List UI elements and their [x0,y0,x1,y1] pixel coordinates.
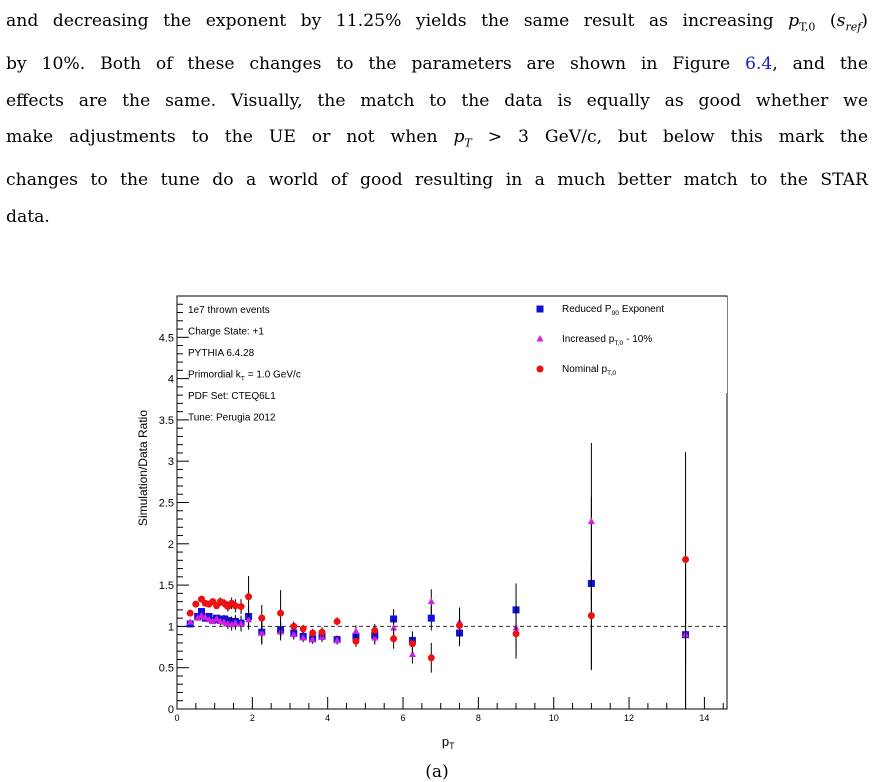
data-point [408,640,416,648]
math-pt-threshold: pT > 3 GeV/c [453,127,597,150]
paragraph-line-5: changes to the tune do a world of good r… [6,170,868,191]
y-tick-label: 4 [168,374,174,386]
info-line: PDF Set: CTEQ6L1 [188,391,276,402]
legend-box [528,297,727,393]
legend-label: Nominal pT,0​ [562,364,616,377]
data-point [186,618,194,625]
y-tick-label: 0.5 [159,663,174,675]
paragraph-line-4: make adjustments to the UE or not when p… [6,127,869,150]
y-tick-label: 4.5 [159,332,174,344]
data-point [427,654,435,662]
data-point [352,637,360,645]
x-tick-label: 6 [401,713,406,723]
data-point [197,611,205,619]
x-axis: 0 2 4 6 8 10 12 14 pT​ [174,697,724,751]
legend: Reduced P90​ Exponent Increased pT,0​ - 1… [528,297,727,393]
y-tick-label: 3.5 [159,415,174,427]
data-point [587,612,595,620]
data-point [427,614,435,622]
data-point [192,600,200,608]
data-point [228,620,236,628]
paragraph-line-3: effects are the same. Visually, the matc… [6,90,868,111]
data-point [237,619,245,627]
legend-label: Reduced P90​ Exponent [562,304,664,317]
data-point [390,624,398,631]
data-point [277,609,285,617]
ratio-figure: 0 2 4 6 8 10 12 14 pT​ 0 0.5 1 1.5 2 2.5 3 3.5 4 4.5 Simul… [136,295,728,751]
data-points [186,443,690,709]
data-point [682,555,690,563]
x-axis-label: pT​ [442,734,455,751]
y-tick-label: 1.5 [159,580,174,592]
data-point [309,635,317,643]
data-point [512,630,520,638]
data-point [186,609,194,617]
data-point [245,593,253,601]
data-point [209,617,217,624]
y-tick-label: 0 [168,704,174,716]
data-point [231,619,239,626]
x-tick-label: 10 [549,713,559,723]
x-tick-label: 0 [174,713,179,723]
y-axis: 0 0.5 1 1.5 2 2.5 3 3.5 4 4.5 Simulation/Data Rati… [136,295,189,716]
legend-marker-square [536,305,544,313]
data-point [290,630,298,638]
info-line: Tune: Perugia 2012 [188,413,276,424]
data-point [371,627,379,635]
data-point [333,617,341,625]
y-axis-label: Simulation/Data Ratio [136,410,150,526]
figure-caption: (a) [425,762,449,782]
y-tick-label: 3 [168,456,174,468]
data-point [237,603,245,611]
y-tick-label: 1 [168,621,174,633]
math-pt0: pT,0 (sref) [788,11,868,34]
data-point [245,615,253,623]
x-tick-label: 4 [325,713,330,723]
info-text: 1e7 thrown events Charge State: +1 PYTHIA … [188,305,301,424]
data-point [231,602,239,610]
data-point [390,635,398,643]
data-point [318,628,326,636]
data-point [371,633,379,641]
data-point [427,597,435,605]
paragraph-line-1: and decreasing the exponent by 11.25% yi… [6,11,868,34]
x-tick-label: 8 [476,713,481,723]
paragraph-line-6: data. [6,206,50,227]
series-1 [186,443,690,709]
data-point [201,613,209,620]
y-tick-label: 2.5 [159,498,174,510]
data-point [213,614,221,622]
info-line: PYTHIA 6.4.28 [188,348,255,359]
data-point [408,650,416,657]
data-point [197,608,205,616]
x-tick-label: 2 [250,713,255,723]
x-tick-label: 14 [699,713,709,723]
data-point [258,629,266,636]
data-point [205,615,213,623]
series-2 [186,452,690,673]
x-tick-label: 12 [624,713,634,723]
body-paragraph: and decreasing the exponent by 11.25% yi… [6,3,868,235]
data-point [220,618,228,625]
info-line: Primordial kT​ = 1.0 GeV/c [188,370,301,383]
legend-label: Increased pT,0​ - 10% [562,334,652,347]
data-point [299,633,307,641]
y-tick-label: 2 [168,539,174,551]
data-point [456,622,464,630]
legend-marker-circle [536,365,544,373]
figure-ref-link[interactable]: 6.4 [745,54,773,75]
info-line: Charge State: +1 [188,327,264,338]
data-point [194,614,202,621]
paragraph-line-2: by 10%. Both of these changes to the par… [6,54,869,75]
data-point [299,625,307,633]
series-0 [186,496,690,709]
data-point [587,517,595,524]
info-line: 1e7 thrown events [188,305,270,316]
data-point [258,614,266,622]
data-point [290,622,298,630]
data-point [309,629,317,637]
data-point [352,627,360,634]
data-point [333,636,341,643]
legend-marker-triangle [536,335,544,342]
